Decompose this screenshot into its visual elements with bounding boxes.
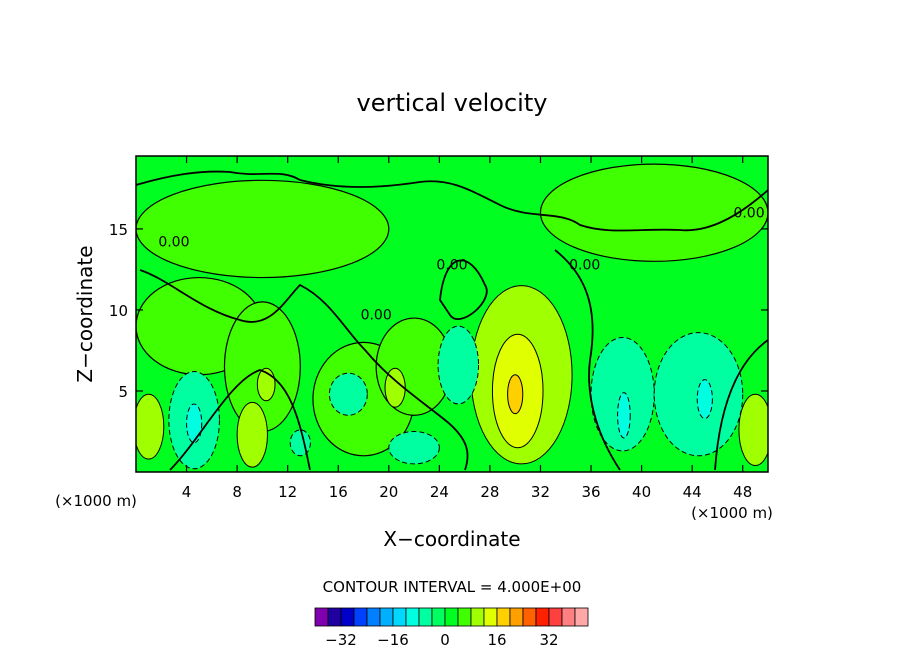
contour-zero-labels: 0.00 0.00 0.00 0.00 0.00 bbox=[158, 206, 764, 324]
contour-region-0 bbox=[136, 179, 390, 279]
colorbar-label-3: 16 bbox=[487, 631, 506, 649]
x-axis-ticks: 4 8 12 16 20 24 28 32 36 40 44 48 bbox=[182, 156, 752, 501]
colorbar-swatch-13 bbox=[483, 607, 498, 627]
colorbar-swatch-12 bbox=[470, 607, 485, 627]
y-tick-label-1: 10 bbox=[109, 302, 128, 320]
colorbar-label-0: −32 bbox=[325, 631, 357, 649]
contour-region-15 bbox=[437, 325, 480, 405]
contour-region-9 bbox=[236, 401, 268, 468]
contour-region-10 bbox=[136, 393, 165, 460]
y-tick-label-2: 15 bbox=[109, 221, 128, 239]
plot-frame bbox=[135, 155, 769, 473]
zero-contour-right bbox=[554, 249, 621, 471]
x-tick-label-5: 24 bbox=[430, 483, 449, 501]
x-tick-label-8: 36 bbox=[581, 483, 600, 501]
y-axis-ticks: 5 10 15 bbox=[109, 221, 768, 401]
colorbar-swatch-5 bbox=[379, 607, 394, 627]
colorbar-swatch-2 bbox=[340, 607, 355, 627]
chart-title: vertical velocity bbox=[357, 89, 548, 117]
contour-region-21 bbox=[186, 403, 203, 444]
x-tick-label-1: 8 bbox=[232, 483, 242, 501]
colorbar-swatch-1 bbox=[327, 607, 342, 627]
x-tick-label-7: 32 bbox=[531, 483, 550, 501]
contour-regions bbox=[136, 163, 768, 470]
colorbar-swatch-10 bbox=[444, 607, 459, 627]
colorbar-swatch-6 bbox=[392, 607, 407, 627]
x-tick-label-4: 20 bbox=[379, 483, 398, 501]
contour-region-19 bbox=[289, 429, 311, 457]
colorbar-swatch-11 bbox=[457, 607, 472, 627]
contour-region-8 bbox=[507, 374, 524, 415]
zero-contour-lines bbox=[136, 170, 768, 471]
contour-label-3: 0.00 bbox=[158, 235, 189, 251]
contour-region-22 bbox=[617, 392, 631, 439]
x-tick-label-2: 12 bbox=[278, 483, 297, 501]
colorbar-swatch-8 bbox=[418, 607, 433, 627]
colorbar-swatch-16 bbox=[522, 607, 537, 627]
colorbar-swatch-9 bbox=[431, 607, 446, 627]
contour-interval-text: CONTOUR INTERVAL = 4.000E+00 bbox=[323, 578, 582, 596]
x-tick-label-6: 28 bbox=[480, 483, 499, 501]
colorbar-swatch-17 bbox=[535, 607, 550, 627]
colorbar-swatch-19 bbox=[561, 607, 576, 627]
contour-label-2: 0.00 bbox=[569, 257, 600, 273]
x-tick-label-11: 48 bbox=[733, 483, 752, 501]
colorbar-swatch-4 bbox=[366, 607, 381, 627]
contour-region-20 bbox=[328, 372, 368, 416]
contour-label-4: 0.00 bbox=[733, 206, 764, 222]
x-tick-label-0: 4 bbox=[182, 483, 192, 501]
contour-region-12 bbox=[384, 367, 406, 408]
colorbar-label-4: 32 bbox=[539, 631, 558, 649]
colorbar-label-1: −16 bbox=[377, 631, 409, 649]
contour-label-0: 0.00 bbox=[361, 308, 392, 324]
colorbar-swatch-14 bbox=[496, 607, 511, 627]
x-tick-label-9: 40 bbox=[632, 483, 651, 501]
colorbar-swatch-15 bbox=[509, 607, 524, 627]
x-axis-label: X−coordinate bbox=[383, 527, 520, 551]
x-tick-label-10: 44 bbox=[683, 483, 702, 501]
colorbar-swatch-0 bbox=[314, 607, 329, 627]
colorbar-swatch-7 bbox=[405, 607, 420, 627]
colorbar-swatch-20 bbox=[574, 607, 589, 627]
contour-region-23 bbox=[696, 379, 713, 420]
zero-contour-bottom-left bbox=[169, 369, 311, 471]
x-tick-label-3: 16 bbox=[329, 483, 348, 501]
x-unit-right: (×1000 m) bbox=[691, 504, 773, 522]
contour-label-1: 0.00 bbox=[436, 257, 467, 273]
contour-region-11 bbox=[738, 393, 768, 467]
zero-contour-top bbox=[136, 170, 768, 232]
zero-contour-far-right bbox=[714, 339, 768, 471]
colorbar-label-2: 0 bbox=[440, 631, 450, 649]
colorbar-labels: −32 −16 0 16 32 bbox=[325, 631, 558, 649]
colorbar-swatch-18 bbox=[548, 607, 563, 627]
x-unit-left: (×1000 m) bbox=[55, 492, 137, 510]
y-tick-label-0: 5 bbox=[118, 383, 128, 401]
zero-contour-mid-left bbox=[139, 269, 469, 471]
y-axis-label: Z−coordinate bbox=[73, 245, 97, 382]
colorbar-swatch-3 bbox=[353, 607, 368, 627]
contour-region-18 bbox=[388, 430, 440, 465]
colorbar bbox=[314, 607, 589, 627]
zero-contour-plume bbox=[439, 259, 488, 320]
